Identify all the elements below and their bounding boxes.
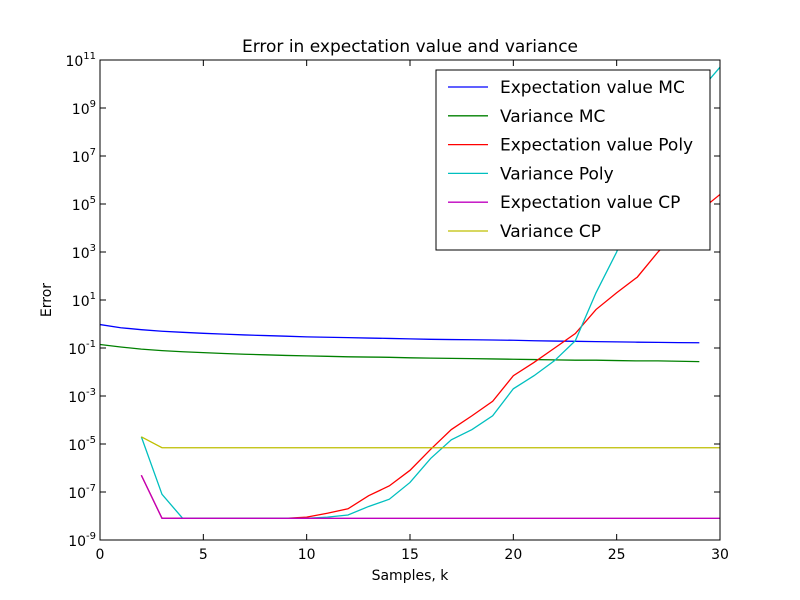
series-line-6 [141,436,720,449]
y-tick-label: 107 [72,147,96,166]
x-axis-label: Samples, k [372,568,450,584]
legend-label: Expectation value Poly [500,136,693,156]
y-tick-label: 109 [72,99,96,118]
ticks-layer: 0 5 10 15 20 25 30 10-9 10-7 10-5 10-3 10-1 101 103 10… [65,51,728,563]
x-tick-label: 20 [504,547,522,563]
x-tick-label: 15 [401,547,419,563]
chart-title: Error in expectation value and variance [242,37,578,57]
y-tick-label: 10-3 [68,387,96,406]
y-tick-label: 1011 [65,51,96,70]
series-line-2 [100,343,700,363]
x-tick-label: 0 [96,547,105,563]
y-tick-label: 10-1 [68,339,96,358]
y-tick-label: 103 [72,243,96,262]
y-tick-label: 10-5 [68,435,96,454]
x-tick-label: 5 [199,547,208,563]
x-tick-label: 25 [608,547,626,563]
x-tick-label: 30 [711,547,729,563]
y-tick-label: 105 [72,195,96,214]
y-tick-label: 101 [72,291,96,310]
legend: Expectation value MC Variance MC Expectati… [435,69,711,251]
series-line-5 [140,474,720,519]
y-tick-label: 10-7 [68,483,96,502]
legend-label: Expectation value MC [500,78,685,98]
x-tick-label: 10 [298,547,316,563]
legend-label: Variance MC [500,107,605,127]
y-axis-label: Error [39,283,55,317]
series-line-1 [100,323,700,344]
legend-label: Variance CP [500,222,601,242]
legend-label: Expectation value CP [500,193,680,213]
y-tick-label: 10-9 [68,531,96,550]
legend-label: Variance Poly [500,164,614,184]
legend-box [435,69,711,251]
